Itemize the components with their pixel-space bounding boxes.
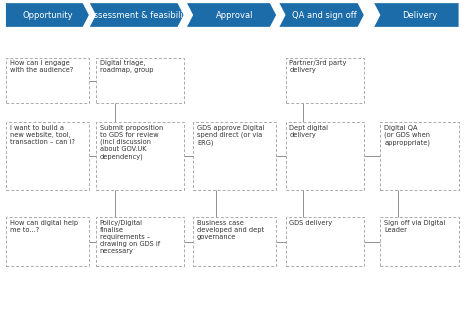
Bar (380, 122, 459, 190)
Text: Submit proposition
to GDS for review
(incl discussion
about GOV.UK
dependency): Submit proposition to GDS for review (in… (100, 125, 163, 160)
Bar (193, 217, 276, 266)
Bar (6, 217, 89, 266)
Bar (96, 58, 183, 104)
Text: Sign off via Digital
Leader: Sign off via Digital Leader (384, 220, 446, 233)
Polygon shape (187, 3, 276, 27)
Text: Policy/Digital
finalise
requirements –
drawing on GDS if
necessary: Policy/Digital finalise requirements – d… (100, 220, 160, 254)
Text: Partner/3rd party
delivery: Partner/3rd party delivery (289, 60, 347, 73)
Text: Assessment & feasibility: Assessment & feasibility (88, 10, 191, 20)
Text: Digital QA
(or GDS when
approppriate): Digital QA (or GDS when approppriate) (384, 125, 430, 146)
Bar (6, 58, 89, 104)
Polygon shape (6, 3, 89, 27)
Text: Delivery: Delivery (402, 10, 437, 20)
Text: I want to build a
new website, tool,
transaction – can I?: I want to build a new website, tool, tra… (10, 125, 75, 145)
Text: Approval: Approval (216, 10, 254, 20)
Text: Opportunity: Opportunity (22, 10, 73, 20)
Bar (285, 217, 364, 266)
Text: Business case
developed and dept
governance: Business case developed and dept governa… (197, 220, 264, 240)
Text: GDS approve Digital
spend direct (or via
ERG): GDS approve Digital spend direct (or via… (197, 125, 264, 146)
Polygon shape (374, 3, 459, 27)
Polygon shape (279, 3, 364, 27)
Text: How can I engage
with the audience?: How can I engage with the audience? (10, 60, 73, 73)
Text: QA and sign off: QA and sign off (292, 10, 357, 20)
Text: Dept digital
delivery: Dept digital delivery (289, 125, 328, 138)
Bar (96, 122, 183, 190)
Bar (193, 122, 276, 190)
Text: Digital triage,
roadmap, group: Digital triage, roadmap, group (100, 60, 153, 73)
Bar (285, 122, 364, 190)
Polygon shape (90, 3, 183, 27)
Bar (6, 122, 89, 190)
Text: GDS delivery: GDS delivery (289, 220, 332, 226)
Text: How can digital help
me to...?: How can digital help me to...? (10, 220, 78, 233)
Bar (380, 217, 459, 266)
Bar (96, 217, 183, 266)
Bar (285, 58, 364, 104)
